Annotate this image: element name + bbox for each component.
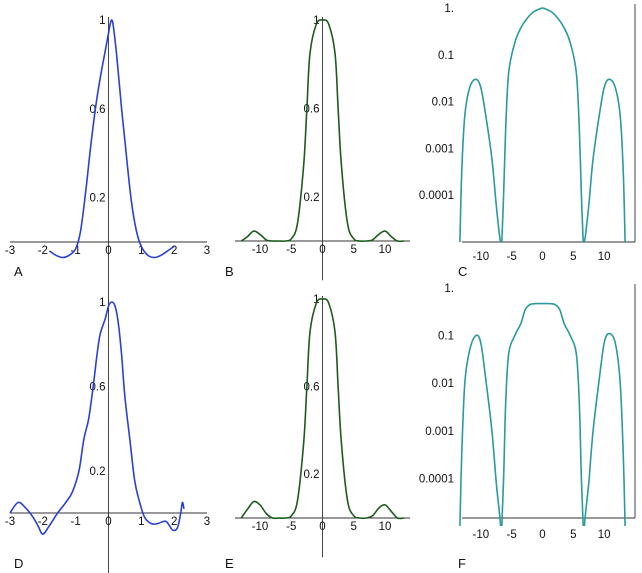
x-tick-label: 5 bbox=[570, 529, 576, 541]
x-tick-label: 2 bbox=[171, 516, 177, 528]
series-line bbox=[240, 298, 404, 520]
x-tick-label: -5 bbox=[286, 521, 296, 533]
x-tick-label: -3 bbox=[5, 245, 15, 257]
y-tick-label: 1. bbox=[444, 3, 454, 15]
x-tick-label: -1 bbox=[71, 516, 81, 528]
panel-C: -10 -5 0 5 10 1. 0.1 0.01 0.001 0.0001 C bbox=[419, 3, 636, 279]
x-tick-label: 1 bbox=[138, 245, 144, 257]
x-tick-label: 2 bbox=[171, 245, 177, 257]
x-tick-label: 5 bbox=[570, 251, 576, 263]
x-tick-label: 0 bbox=[319, 521, 325, 533]
x-tick-label: 3 bbox=[204, 516, 210, 528]
panel-label: C bbox=[458, 264, 467, 279]
y-tick-label: 1 bbox=[99, 297, 105, 309]
x-tick-label: 10 bbox=[379, 521, 392, 533]
series-line bbox=[459, 334, 502, 527]
y-tick-label: 0.6 bbox=[90, 104, 106, 116]
series-line bbox=[501, 7, 584, 243]
x-tick-label: -5 bbox=[507, 529, 517, 541]
y-tick-label: 0.01 bbox=[432, 97, 454, 109]
x-tick-label: 10 bbox=[379, 244, 392, 256]
x-tick-label: 5 bbox=[351, 521, 357, 533]
y-tick-label: 1 bbox=[313, 294, 319, 306]
series-line bbox=[501, 302, 584, 527]
y-tick-label: 0.1 bbox=[438, 331, 454, 343]
y-tick-label: 0.001 bbox=[425, 426, 454, 438]
x-tick-label: 0 bbox=[105, 516, 111, 528]
x-tick-label: 3 bbox=[204, 245, 210, 257]
panel-A: -3 -2 -1 0 1 2 3 0.2 0.6 1 A bbox=[5, 15, 210, 313]
x-tick-label: -5 bbox=[507, 251, 517, 263]
x-tick-label: -10 bbox=[473, 529, 490, 541]
x-tick-label: -2 bbox=[38, 516, 48, 528]
panel-label: B bbox=[225, 264, 234, 279]
series-line bbox=[459, 78, 502, 243]
panel-label: A bbox=[14, 264, 23, 279]
x-tick-label: 0 bbox=[539, 529, 545, 541]
panel-B: -10 -5 0 5 100.20.61B bbox=[225, 15, 410, 281]
series-line bbox=[48, 19, 175, 259]
panel-F: -10 -5 0 5 10 1. 0.1 0.01 0.001 0.0001 F bbox=[419, 283, 636, 571]
x-tick-label: -10 bbox=[473, 251, 490, 263]
x-tick-label: 0 bbox=[319, 244, 325, 256]
x-tick-label: -2 bbox=[38, 245, 48, 257]
y-tick-label: 0.2 bbox=[304, 469, 320, 481]
y-tick-label: 0.2 bbox=[304, 192, 320, 204]
x-tick-label: 10 bbox=[598, 529, 611, 541]
y-tick-label: 1 bbox=[313, 15, 319, 27]
series-line bbox=[9, 301, 185, 535]
y-tick-label: 1. bbox=[444, 283, 454, 295]
y-tick-label: 0.0001 bbox=[419, 190, 454, 202]
y-tick-label: 0.1 bbox=[438, 50, 454, 62]
panel-D: -3 -2 -1 0 1 2 30.20.61D bbox=[5, 297, 210, 573]
x-tick-label: -10 bbox=[252, 521, 269, 533]
x-tick-label: -10 bbox=[252, 244, 269, 256]
panel-label: D bbox=[14, 556, 23, 571]
panel-label: F bbox=[458, 556, 466, 571]
x-tick-label: 0 bbox=[539, 251, 545, 263]
x-tick-label: -1 bbox=[71, 245, 81, 257]
y-tick-label: 0.2 bbox=[90, 193, 106, 205]
series-line bbox=[583, 332, 626, 527]
series-line bbox=[583, 78, 626, 243]
x-tick-label: 0 bbox=[105, 245, 111, 257]
y-tick-label: 0.001 bbox=[425, 143, 454, 155]
x-tick-label: 1 bbox=[138, 516, 144, 528]
x-tick-label: 5 bbox=[351, 244, 357, 256]
x-tick-label: 10 bbox=[598, 251, 611, 263]
y-tick-label: 0.2 bbox=[90, 466, 106, 478]
y-tick-label: 1 bbox=[99, 15, 105, 27]
panel-E: -10 -5 0 5 100.20.61E bbox=[225, 294, 410, 571]
panel-label: E bbox=[225, 556, 234, 571]
x-tick-label: -3 bbox=[5, 516, 15, 528]
y-tick-label: 0.01 bbox=[432, 378, 454, 390]
y-tick-label: 0.0001 bbox=[419, 473, 454, 485]
x-tick-label: -5 bbox=[286, 244, 296, 256]
series-line bbox=[240, 19, 404, 243]
